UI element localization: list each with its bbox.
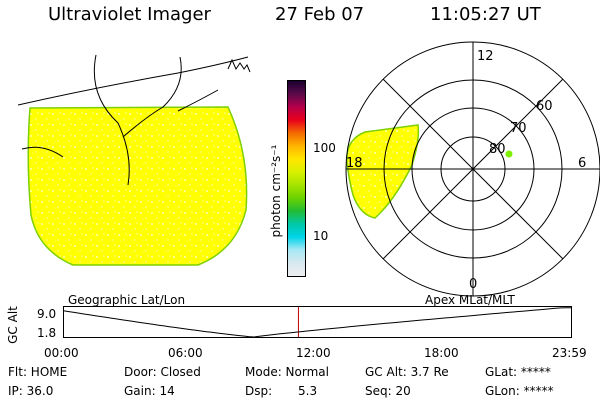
ring-label-80: 80 xyxy=(489,142,506,157)
colorbar-tick-100: 100 xyxy=(313,141,336,155)
app-title: Ultraviolet Imager xyxy=(48,4,211,25)
ring-label-70: 70 xyxy=(510,121,527,136)
geo-line-4 xyxy=(21,146,64,158)
position-marker xyxy=(505,150,513,158)
time-label: 11:05:27 UT xyxy=(430,4,541,25)
aurora-region-geo xyxy=(27,106,248,266)
clock-label-6: 6 xyxy=(578,156,586,171)
clock-label-18: 18 xyxy=(346,156,363,171)
colorbar-tick-10: 10 xyxy=(313,229,329,243)
geographic-image xyxy=(18,54,251,266)
x-tick-2359: 23:59 xyxy=(552,346,587,360)
door-status: Door: Closed xyxy=(124,365,201,379)
gain-status: Gain: 14 xyxy=(124,384,175,398)
geo-line-1 xyxy=(18,56,249,106)
x-tick-0000: 00:00 xyxy=(44,346,79,360)
colorbar xyxy=(287,80,306,277)
geo-line-3 xyxy=(122,56,182,138)
altitude-plot-frame xyxy=(63,306,572,338)
geo-projection-label: Geographic Lat/Lon xyxy=(68,293,186,307)
clock-label-0: 0 xyxy=(469,277,477,292)
gc-altitude-status: GC Alt: 3.7 Re xyxy=(365,365,449,379)
mode-status: Mode: Normal xyxy=(245,365,329,379)
clock-label-12: 12 xyxy=(477,49,494,64)
aurora-region-polar xyxy=(346,124,420,219)
glat-status: GLat: ***** xyxy=(485,365,551,379)
seq-status: Seq: 20 xyxy=(365,384,411,398)
y-tick-max: 9.0 xyxy=(37,307,57,321)
date-label: 27 Feb 07 xyxy=(275,4,365,25)
apex-projection-label: Apex MLat/MLT xyxy=(425,293,515,307)
geo-line-5 xyxy=(177,89,219,112)
dsp-label: Dsp: xyxy=(245,384,273,398)
ip-status: IP: 36.0 xyxy=(8,384,54,398)
y-tick-min: 1.8 xyxy=(37,326,57,340)
flight-status: Flt: HOME xyxy=(8,365,68,379)
colorbar-unit-label: photon cm⁻²s⁻¹ xyxy=(269,144,283,238)
geo-squiggle xyxy=(227,58,251,73)
altitude-track-plot xyxy=(63,306,572,338)
altitude-axis-title: GC Alt xyxy=(6,306,20,344)
polar-plot: 80 70 60 12 18 6 0 xyxy=(345,41,600,297)
x-tick-1800: 18:00 xyxy=(424,346,459,360)
x-tick-1200: 12:00 xyxy=(296,346,331,360)
altitude-curve xyxy=(63,307,572,338)
x-tick-0600: 06:00 xyxy=(168,346,203,360)
geo-line-2 xyxy=(93,54,130,186)
ring-label-60: 60 xyxy=(536,99,553,114)
glon-status: GLon: ***** xyxy=(485,384,554,398)
dsp-value: 5.3 xyxy=(298,384,318,398)
